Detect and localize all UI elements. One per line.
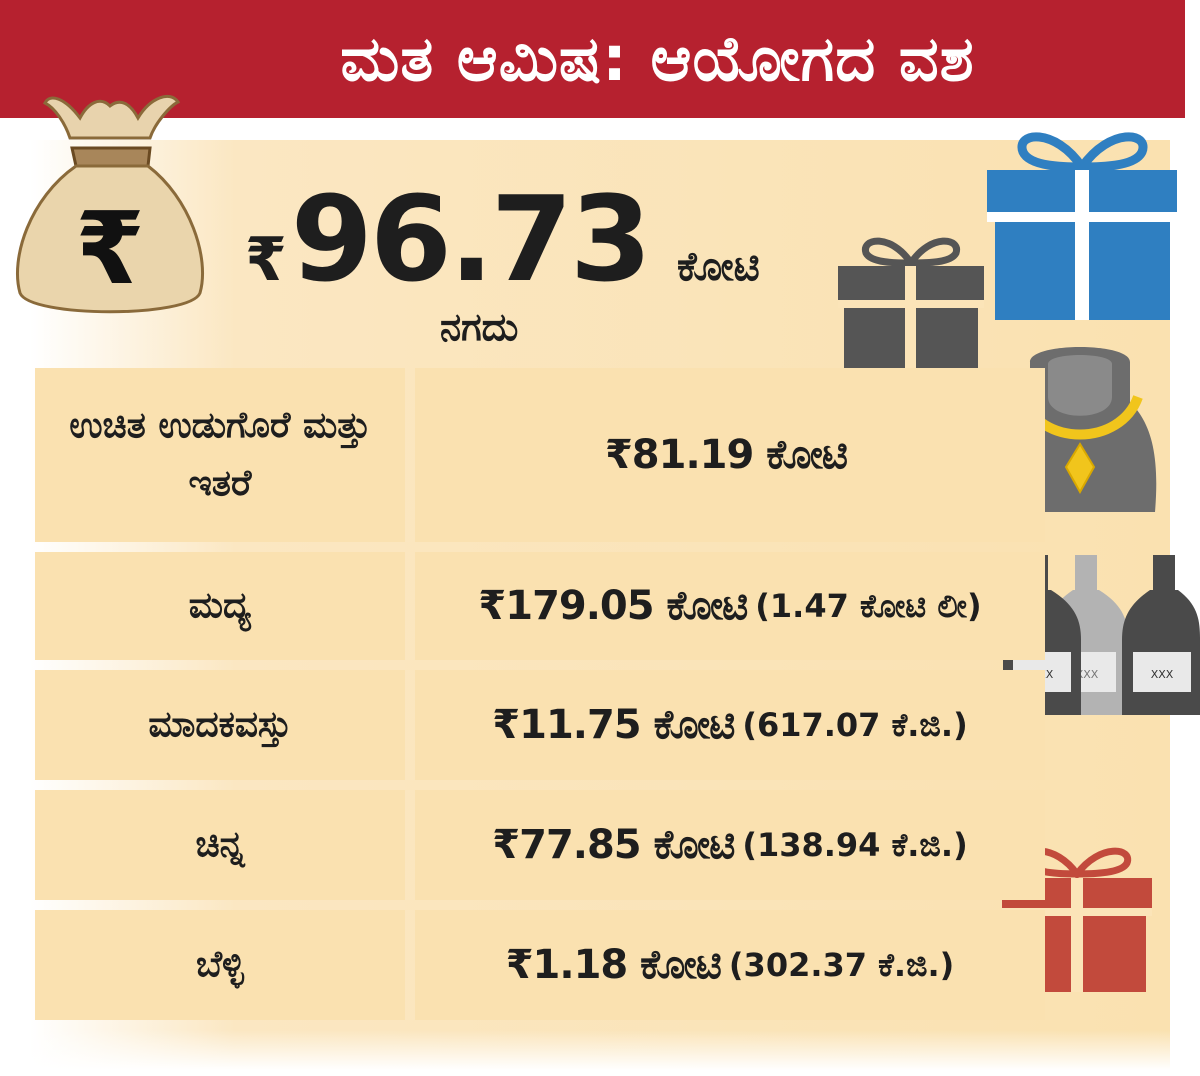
headline-amount: 96.73 — [290, 170, 652, 308]
headline-currency: ₹ — [245, 225, 287, 295]
row-value-cell: ₹81.19 ಕೋಟಿ — [415, 368, 1045, 542]
row-value: ₹81.19 ಕೋಟಿ — [604, 432, 848, 478]
row-label: ಮದ್ಯ — [35, 552, 405, 660]
row-value-cell: ₹77.85 ಕೋಟಿ (138.94 ಕೆ.ಜಿ.) — [415, 790, 1045, 900]
row-extra: (1.47 ಕೋಟಿ ಲೀ) — [755, 586, 982, 625]
headline-amount-group: ₹ 96.73 ಕೋಟಿ — [245, 170, 760, 308]
grey-gift-icon — [838, 237, 984, 381]
bottle-label-middle: XXX — [1076, 668, 1099, 681]
title-bar — [0, 0, 1185, 118]
row-value: ₹1.18 ಕೋಟಿ — [505, 942, 722, 988]
headline-label: ನಗದು — [440, 305, 519, 349]
row-value: ₹179.05 ಕೋಟಿ — [478, 583, 748, 629]
headline-unit: ಕೋಟಿ — [677, 244, 760, 290]
row-label: ಬೆಳ್ಳಿ — [35, 910, 405, 1020]
row-extra: (617.07 ಕೆ.ಜಿ.) — [742, 705, 968, 744]
table-row: ಚಿನ್ನ ₹77.85 ಕೋಟಿ (138.94 ಕೆ.ಜಿ.) — [35, 790, 1045, 900]
table-row: ಮಾದಕವಸ್ತು ₹11.75 ಕೋಟಿ (617.07 ಕೆ.ಜಿ.) — [35, 670, 1045, 780]
table-row: ಉಚಿತ ಉಡುಗೊರೆ ಮತ್ತು ಇತರೆ ₹81.19 ಕೋಟಿ — [35, 368, 1045, 542]
money-bag-icon: ₹ — [16, 95, 205, 314]
row-extra: (138.94 ಕೆ.ಜಿ.) — [742, 825, 968, 864]
page-title: ಮತ ಆಮಿಷ: ಆಯೋಗದ ವಶ — [340, 22, 975, 95]
table-row: ಬೆಳ್ಳಿ ₹1.18 ಕೋಟಿ (302.37 ಕೆ.ಜಿ.) — [35, 910, 1045, 1020]
svg-text:₹: ₹ — [75, 190, 145, 307]
row-value-cell: ₹1.18 ಕೋಟಿ (302.37 ಕೆ.ಜಿ.) — [415, 910, 1045, 1020]
bottle-label-right: XXX — [1151, 668, 1174, 681]
row-value: ₹11.75 ಕೋಟಿ — [492, 702, 735, 748]
row-label: ಮಾದಕವಸ್ತು — [35, 670, 405, 780]
panel-bottom-fade — [30, 1030, 1170, 1070]
row-value-cell: ₹11.75 ಕೋಟಿ (617.07 ಕೆ.ಜಿ.) — [415, 670, 1045, 780]
row-value-cell: ₹179.05 ಕೋಟಿ (1.47 ಕೋಟಿ ಲೀ) — [415, 552, 1045, 660]
row-value: ₹77.85 ಕೋಟಿ — [492, 822, 735, 868]
table-row: ಮದ್ಯ ₹179.05 ಕೋಟಿ (1.47 ಕೋಟಿ ಲೀ) — [35, 552, 1045, 660]
row-label: ಚಿನ್ನ — [35, 790, 405, 900]
row-extra: (302.37 ಕೆ.ಜಿ.) — [728, 945, 955, 984]
row-label: ಉಚಿತ ಉಡುಗೊರೆ ಮತ್ತು ಇತರೆ — [35, 368, 405, 542]
blue-gift-icon — [987, 132, 1177, 320]
